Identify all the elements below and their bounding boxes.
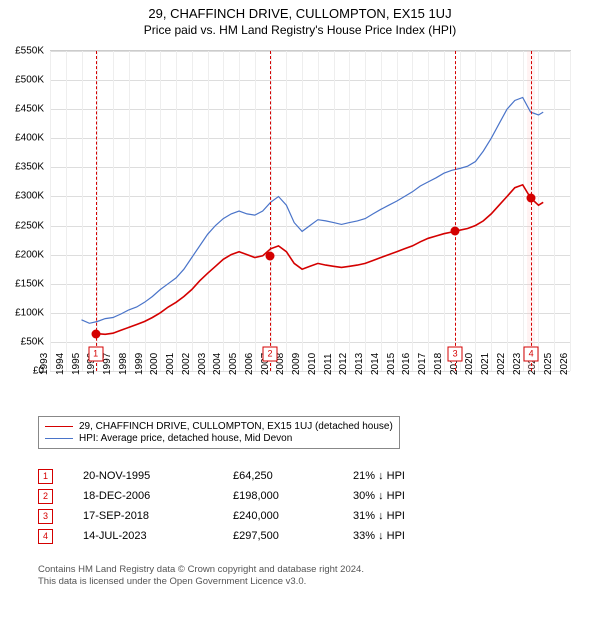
sales-row-diff: 31% ↓ HPI [353, 510, 443, 522]
footer-line-1: Contains HM Land Registry data © Crown c… [38, 564, 364, 576]
legend: 29, CHAFFINCH DRIVE, CULLOMPTON, EX15 1U… [38, 416, 400, 449]
sales-row-price: £297,500 [233, 530, 323, 542]
sales-row-price: £64,250 [233, 470, 323, 482]
sales-row-diff: 21% ↓ HPI [353, 470, 443, 482]
sale-vline [531, 51, 532, 371]
y-axis-label: £500K [15, 75, 44, 86]
series-svg [50, 51, 570, 371]
sale-marker-box: 1 [88, 346, 103, 361]
chart-title-sub: Price paid vs. HM Land Registry's House … [0, 23, 600, 37]
series-line-hpi [82, 98, 544, 324]
sale-dot [527, 193, 536, 202]
sales-row-marker: 2 [38, 489, 53, 504]
sales-row-date: 20-NOV-1995 [83, 470, 203, 482]
sale-vline [270, 51, 271, 371]
legend-row: HPI: Average price, detached house, Mid … [45, 433, 393, 444]
legend-label: HPI: Average price, detached house, Mid … [79, 433, 292, 444]
sale-dot [91, 329, 100, 338]
sale-marker-box: 4 [524, 346, 539, 361]
chart-title-address: 29, CHAFFINCH DRIVE, CULLOMPTON, EX15 1U… [0, 6, 600, 21]
sales-row-price: £240,000 [233, 510, 323, 522]
sale-vline [96, 51, 97, 371]
legend-label: 29, CHAFFINCH DRIVE, CULLOMPTON, EX15 1U… [79, 421, 393, 432]
sale-marker-box: 2 [262, 346, 277, 361]
sales-table-row: 2 18-DEC-2006 £198,000 30% ↓ HPI [38, 486, 443, 506]
y-axis-label: £400K [15, 133, 44, 144]
y-axis-label: £200K [15, 249, 44, 260]
plot-area: £0£50K£100K£150K£200K£250K£300K£350K£400… [50, 50, 571, 371]
sales-row-diff: 33% ↓ HPI [353, 530, 443, 542]
x-axis-label: 1993 [39, 353, 50, 375]
sales-table-row: 4 14-JUL-2023 £297,500 33% ↓ HPI [38, 526, 443, 546]
legend-row: 29, CHAFFINCH DRIVE, CULLOMPTON, EX15 1U… [45, 421, 393, 432]
y-axis-label: £100K [15, 307, 44, 318]
y-axis-label: £50K [21, 336, 44, 347]
sales-row-marker: 3 [38, 509, 53, 524]
sales-table-row: 3 17-SEP-2018 £240,000 31% ↓ HPI [38, 506, 443, 526]
y-axis-label: £350K [15, 162, 44, 173]
y-axis-label: £250K [15, 220, 44, 231]
series-line-property [96, 185, 544, 334]
x-gridline [570, 51, 571, 371]
sales-row-marker: 4 [38, 529, 53, 544]
sale-vline [455, 51, 456, 371]
sales-table-row: 1 20-NOV-1995 £64,250 21% ↓ HPI [38, 466, 443, 486]
footer-line-2: This data is licensed under the Open Gov… [38, 576, 364, 588]
y-axis-label: £300K [15, 191, 44, 202]
legend-swatch [45, 438, 73, 439]
sale-marker-box: 3 [448, 346, 463, 361]
sales-row-date: 18-DEC-2006 [83, 490, 203, 502]
y-axis-label: £150K [15, 278, 44, 289]
sales-row-date: 17-SEP-2018 [83, 510, 203, 522]
y-axis-label: £550K [15, 46, 44, 57]
sales-row-diff: 30% ↓ HPI [353, 490, 443, 502]
footer-attribution: Contains HM Land Registry data © Crown c… [38, 564, 364, 589]
sale-dot [451, 227, 460, 236]
sales-row-price: £198,000 [233, 490, 323, 502]
sales-row-marker: 1 [38, 469, 53, 484]
sales-table: 1 20-NOV-1995 £64,250 21% ↓ HPI 2 18-DEC-2006… [38, 466, 443, 546]
sale-dot [265, 251, 274, 260]
sales-row-date: 14-JUL-2023 [83, 530, 203, 542]
legend-swatch [45, 426, 73, 427]
y-axis-label: £450K [15, 104, 44, 115]
